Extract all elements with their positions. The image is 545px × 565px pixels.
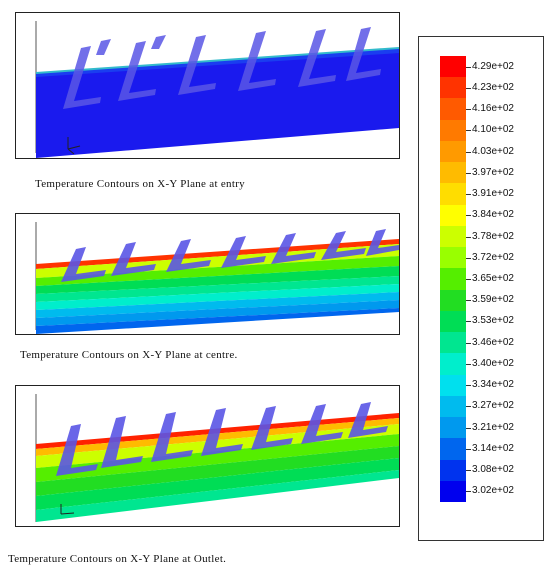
legend-label: 4.10e+02: [472, 124, 514, 136]
temperature-legend: [418, 36, 544, 541]
legend-swatch: [440, 77, 466, 99]
legend-swatch: [440, 56, 466, 78]
legend-color-bar: [440, 56, 466, 503]
legend-swatch: [440, 438, 466, 461]
legend-tick: [466, 448, 471, 450]
legend-tick: [466, 109, 471, 111]
legend-swatch: [440, 247, 466, 269]
legend-tick: [466, 257, 471, 259]
legend-tick: [466, 491, 471, 493]
legend-label: 3.84e+02: [472, 209, 514, 221]
legend-swatch: [440, 332, 466, 354]
legend-label: 3.59e+02: [472, 294, 514, 306]
legend-tick: [466, 342, 471, 344]
legend-label: 3.34e+02: [472, 379, 514, 391]
legend-swatch: [440, 204, 466, 227]
legend-swatch: [440, 480, 466, 503]
legend-tick: [466, 130, 471, 132]
fin-shapes: [61, 229, 399, 282]
legend-label: 3.72e+02: [472, 251, 514, 263]
legend-tick: [466, 66, 471, 68]
legend-tick: [466, 151, 471, 153]
legend-swatch: [440, 140, 466, 163]
legend-label: 4.16e+02: [472, 103, 514, 115]
contour-panel-centre: [15, 213, 400, 335]
legend-tick: [466, 172, 471, 174]
fin-shapes: [63, 27, 381, 109]
legend-label: 4.03e+02: [472, 145, 514, 157]
legend-label: 3.97e+02: [472, 166, 514, 178]
legend-swatch: [440, 162, 466, 184]
legend-tick: [466, 300, 471, 302]
legend-label: 3.02e+02: [472, 485, 514, 497]
contour-plot-centre: [35, 222, 399, 334]
fin-shapes: [56, 402, 388, 476]
axis-triad: [67, 137, 81, 155]
legend-swatch: [440, 353, 466, 376]
legend-label: 3.40e+02: [472, 357, 514, 369]
legend-swatch: [440, 183, 466, 206]
legend-tick: [466, 363, 471, 365]
legend-label: 3.46e+02: [472, 336, 514, 348]
legend-tick: [466, 385, 471, 387]
legend-label: 3.65e+02: [472, 273, 514, 284]
legend-swatch: [440, 417, 466, 439]
legend-tick: [466, 215, 471, 217]
legend-swatch: [440, 459, 466, 482]
legend-swatch: [440, 289, 466, 312]
caption-centre: Temperature Contours on X-Y Plane at cen…: [20, 349, 238, 361]
legend-label: 3.91e+02: [472, 188, 514, 200]
legend-tick: [466, 406, 471, 408]
legend-swatch: [440, 268, 466, 291]
legend-swatch: [440, 310, 466, 333]
legend-label: 3.08e+02: [472, 464, 514, 476]
contour-plot-outlet: [35, 394, 399, 522]
legend-tick: [466, 279, 471, 280]
legend-label: 3.27e+02: [472, 400, 514, 412]
legend-label: 3.21e+02: [472, 421, 514, 433]
contour-panel-outlet: [15, 385, 400, 527]
legend-tick: [466, 427, 471, 429]
legend-swatch: [440, 119, 466, 142]
contour-panel-entry: [15, 12, 400, 159]
legend-label: 4.23e+02: [472, 81, 514, 93]
legend-swatch: [440, 395, 466, 418]
legend-tick: [466, 470, 471, 472]
legend-tick: [466, 194, 471, 196]
legend-tick: [466, 321, 471, 323]
legend-label: 3.78e+02: [472, 230, 514, 242]
legend-label: 3.53e+02: [472, 315, 514, 327]
legend-swatch: [440, 98, 466, 121]
caption-entry: Temperature Contours on X-Y Plane at ent…: [35, 178, 245, 190]
legend-swatch: [440, 374, 466, 397]
contour-plot-entry: [35, 21, 399, 158]
legend-label: 4.29e+02: [472, 60, 514, 72]
legend-swatch: [440, 225, 466, 248]
legend-label: 3.14e+02: [472, 442, 514, 454]
axis-triad: [60, 504, 75, 515]
caption-outlet: Temperature Contours on X-Y Plane at Out…: [8, 553, 227, 565]
legend-tick: [466, 236, 471, 238]
legend-tick: [466, 87, 471, 89]
